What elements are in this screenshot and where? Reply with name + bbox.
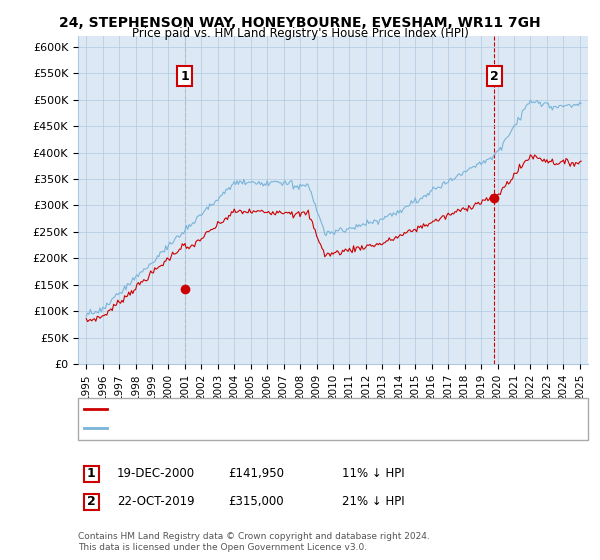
Text: 19-DEC-2000: 19-DEC-2000 <box>117 466 195 480</box>
Text: 1: 1 <box>87 466 95 480</box>
Text: 21% ↓ HPI: 21% ↓ HPI <box>342 494 404 508</box>
Text: 1: 1 <box>181 69 190 82</box>
Text: 2: 2 <box>87 494 95 508</box>
Text: 2: 2 <box>490 69 499 82</box>
Text: HPI: Average price, detached house, Wychavon: HPI: Average price, detached house, Wych… <box>111 423 358 433</box>
Text: £141,950: £141,950 <box>228 466 284 480</box>
Text: Contains HM Land Registry data © Crown copyright and database right 2024.
This d: Contains HM Land Registry data © Crown c… <box>78 532 430 552</box>
Text: 24, STEPHENSON WAY, HONEYBOURNE, EVESHAM, WR11 7GH: 24, STEPHENSON WAY, HONEYBOURNE, EVESHAM… <box>59 16 541 30</box>
Text: £315,000: £315,000 <box>228 494 284 508</box>
Text: 24, STEPHENSON WAY, HONEYBOURNE, EVESHAM, WR11 7GH (detached house): 24, STEPHENSON WAY, HONEYBOURNE, EVESHAM… <box>111 404 529 414</box>
Text: 22-OCT-2019: 22-OCT-2019 <box>117 494 194 508</box>
Text: Price paid vs. HM Land Registry's House Price Index (HPI): Price paid vs. HM Land Registry's House … <box>131 27 469 40</box>
Text: 11% ↓ HPI: 11% ↓ HPI <box>342 466 404 480</box>
